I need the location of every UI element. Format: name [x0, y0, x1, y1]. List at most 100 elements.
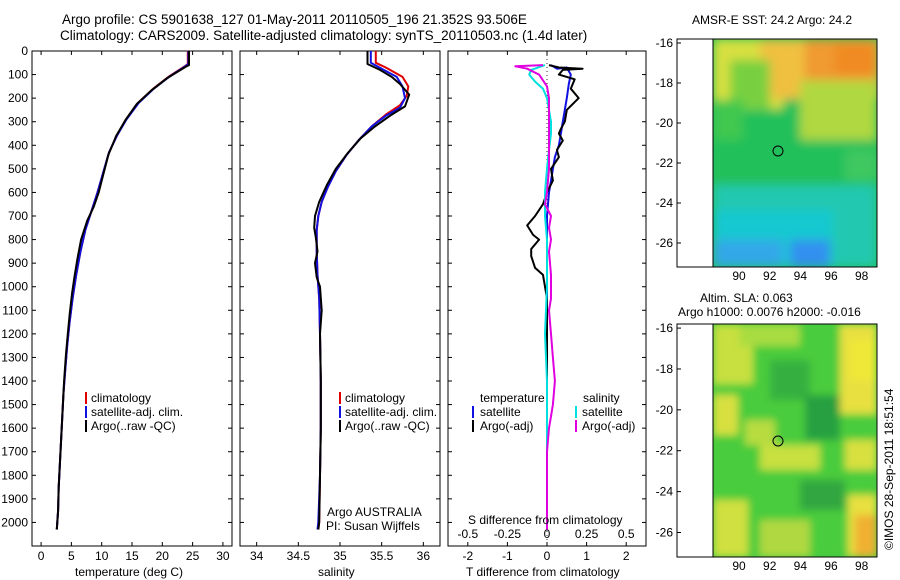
- float-info-line2: PI: Susan Wijffels: [326, 519, 420, 533]
- map-y-tick-label: -24: [656, 196, 674, 210]
- x-tick-label-s: -0.5: [457, 527, 478, 541]
- map-y-tick-label: -18: [656, 362, 674, 376]
- sst-map-frame: [712, 38, 878, 268]
- map-x-tick-label: 94: [794, 269, 808, 283]
- sla-map-field: [713, 324, 877, 557]
- map-x-tick-label: 98: [855, 559, 869, 573]
- x-tick-label: 34: [250, 549, 264, 563]
- legend-header-temperature: temperature: [480, 391, 545, 405]
- depth-tick-label: 1500: [1, 398, 28, 412]
- depth-tick-label: 1400: [1, 374, 28, 388]
- sst-map-field: [713, 39, 877, 267]
- series-line-differences-argo-adj-: [526, 64, 584, 530]
- sla-map-title-line1: Altim. SLA: 0.063: [700, 291, 793, 305]
- map-axis-frame: [676, 323, 714, 558]
- map-y-tick-label: -16: [656, 36, 674, 50]
- map-x-tick-label: 92: [763, 559, 777, 573]
- figure-title-line2: Climatology: CARS2009. Satellite-adjuste…: [60, 28, 587, 43]
- map-y-tick-label: -22: [656, 444, 674, 458]
- x-tick-label-s: -0.25: [494, 527, 522, 541]
- depth-tick-label: 300: [8, 115, 28, 129]
- axes-layer: 0100200300400500600700800900100011001200…: [1, 36, 868, 573]
- depth-tick-label: 500: [8, 162, 28, 176]
- salinity-xlabel: salinity: [318, 565, 355, 579]
- depth-tick-label: 1600: [1, 421, 28, 435]
- depth-tick-label: 1200: [1, 327, 28, 341]
- x-tick-label: 20: [156, 549, 170, 563]
- sla-map-title-line2: Argo h1000: 0.0076 h2000: -0.016: [678, 305, 861, 319]
- depth-tick-label: 1800: [1, 468, 28, 482]
- map-x-tick-label: 90: [732, 559, 746, 573]
- legend-header-salinity: salinity: [583, 391, 620, 405]
- x-tick-label-s: 0.5: [618, 527, 635, 541]
- depth-tick-label: 700: [8, 209, 28, 223]
- x-tick-label: 5: [68, 549, 75, 563]
- map-x-tick-label: 98: [855, 269, 869, 283]
- difference-xlabel-t: T difference from climatology: [466, 565, 620, 579]
- x-tick-label: 35: [333, 549, 347, 563]
- map-y-tick-label: -20: [656, 403, 674, 417]
- depth-tick-label: 1000: [1, 280, 28, 294]
- x-tick-label: 15: [125, 549, 139, 563]
- series-layer: [55, 51, 584, 530]
- series-line-differences-argo-adj-: [514, 64, 556, 530]
- map-y-tick-label: -20: [656, 116, 674, 130]
- map-x-tick-label: 92: [763, 269, 777, 283]
- float-info-line1: Argo AUSTRALIA: [327, 505, 422, 519]
- x-tick-label: 30: [216, 549, 230, 563]
- difference-legend: temperature salinity satellite Argo(-adj…: [472, 391, 635, 433]
- map-x-tick-label: 94: [794, 559, 808, 573]
- legend-label-temperature-argo: Argo(-adj): [480, 419, 533, 433]
- legend-label-argo: Argo(..raw -QC): [345, 419, 430, 433]
- depth-tick-label: 900: [8, 256, 28, 270]
- depth-tick-label: 1700: [1, 445, 28, 459]
- sla-map-frame: [712, 323, 878, 558]
- difference-xlabel-s: S difference from climatology: [468, 513, 623, 527]
- x-tick-label: 25: [186, 549, 200, 563]
- legend-label-climatology: climatology: [91, 391, 151, 405]
- depth-tick-label: 1100: [2, 303, 28, 317]
- depth-tick-label: 2000: [1, 515, 28, 529]
- x-tick-label: 34.5: [287, 549, 311, 563]
- map-y-tick-label: -26: [656, 236, 674, 250]
- sst-map-title: AMSR-E SST: 24.2 Argo: 24.2: [692, 13, 852, 27]
- x-tick-label: 35.5: [370, 549, 394, 563]
- depth-tick-label: 1900: [1, 492, 28, 506]
- legend-label-argo: Argo(..raw -QC): [91, 419, 176, 433]
- x-tick-label-t: 2: [623, 549, 630, 563]
- depth-tick-label: 1300: [1, 350, 28, 364]
- x-tick-label-t: -2: [462, 549, 473, 563]
- x-tick-label-s: 0: [544, 527, 551, 541]
- depth-tick-label: 200: [8, 91, 28, 105]
- x-tick-label-t: 0: [544, 549, 551, 563]
- x-tick-label: 36: [417, 549, 431, 563]
- depth-tick-label: 400: [8, 138, 28, 152]
- legend-label-climatology: climatology: [345, 391, 405, 405]
- temperature-xlabel: temperature (deg C): [75, 565, 183, 579]
- map-x-tick-label: 96: [824, 269, 838, 283]
- series-line-salinity-argo-raw-qc-: [313, 51, 411, 530]
- salinity-panel-frame: [239, 50, 441, 547]
- map-y-tick-label: -22: [656, 156, 674, 170]
- depth-tick-label: 100: [8, 68, 28, 82]
- legend-label-salinity-argo: Argo(-adj): [582, 419, 635, 433]
- credit-label: ©IMOS 28-Sep-2011 18:51:54: [882, 388, 896, 550]
- legend-label-satellite: satellite-adj. clim.: [91, 405, 183, 419]
- x-tick-label-s: 0.25: [575, 527, 599, 541]
- depth-tick-label: 0: [21, 44, 28, 58]
- x-tick-label-t: 1: [583, 549, 590, 563]
- salinity-legend: climatology satellite-adj. clim. Argo(..…: [339, 391, 437, 433]
- x-tick-label: 10: [95, 549, 109, 563]
- legend-label-satellite: satellite-adj. clim.: [345, 405, 437, 419]
- series-line-temperature-argo-raw-qc-: [55, 51, 190, 530]
- map-y-tick-label: -16: [656, 321, 674, 335]
- sst-map-float-marker: [772, 145, 784, 157]
- x-tick-label: 0: [38, 549, 45, 563]
- map-axis-frame: [676, 38, 714, 268]
- x-tick-label-t: -1: [502, 549, 513, 563]
- depth-tick-label: 600: [8, 185, 28, 199]
- map-y-tick-label: -24: [656, 485, 674, 499]
- temperature-panel-frame: [31, 50, 233, 547]
- map-y-tick-label: -18: [656, 76, 674, 90]
